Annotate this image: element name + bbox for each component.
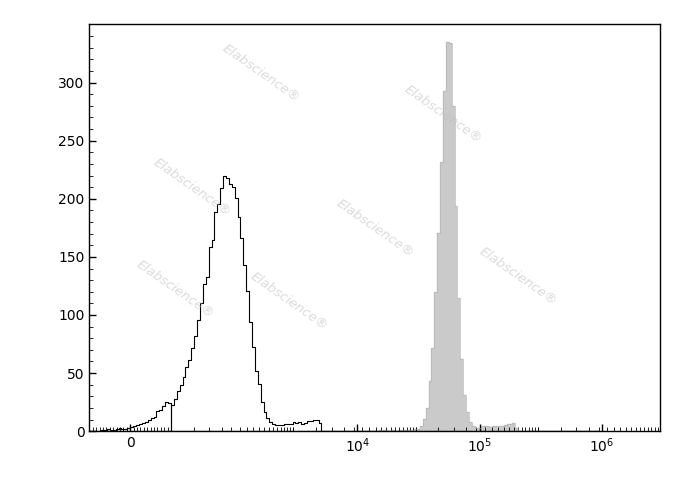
Text: Elabscience®: Elabscience®	[402, 82, 484, 146]
Text: Elabscience®: Elabscience®	[219, 42, 302, 105]
Unstained	[167, 428, 175, 434]
Unstained	[268, 421, 277, 427]
Line: Unstained: Unstained	[89, 175, 599, 431]
Unstained	[341, 428, 349, 434]
Unstained	[170, 396, 178, 402]
Text: Elabscience®: Elabscience®	[248, 270, 330, 333]
Text: Elabscience®: Elabscience®	[477, 245, 559, 308]
Unstained	[436, 428, 444, 434]
Unstained	[502, 428, 510, 434]
Unstained	[569, 428, 577, 434]
Unstained	[85, 428, 94, 434]
Text: Elabscience®: Elabscience®	[134, 257, 216, 320]
Text: Elabscience®: Elabscience®	[151, 156, 233, 219]
Text: Elabscience®: Elabscience®	[334, 196, 416, 259]
Unstained	[595, 428, 603, 434]
Unstained	[219, 172, 227, 178]
